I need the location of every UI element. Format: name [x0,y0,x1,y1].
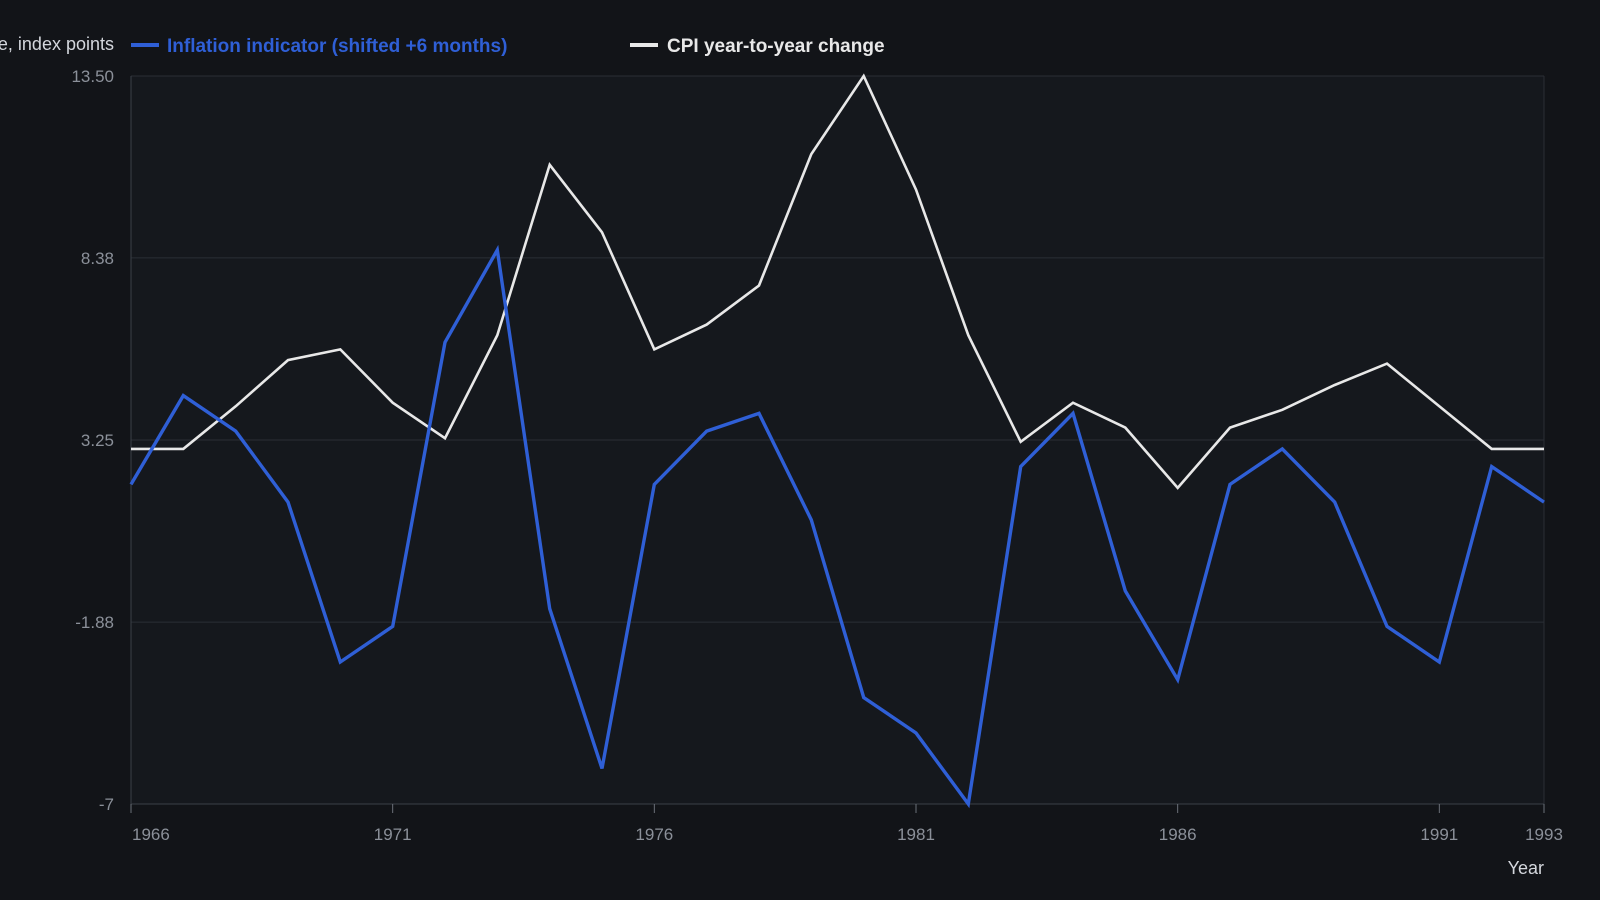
x-tick-label: 1971 [374,825,412,844]
axes: 13.50 8.38 3.25 -1.88 -7 1966 1971 1976 1981 1986… [0,34,1563,878]
legend-label-cpi[interactable]: CPI year-to-year change [667,36,885,57]
grid [131,75,1545,805]
x-axis-title: Year [1508,858,1544,878]
y-tick-label: -1.88 [75,613,114,632]
y-tick-label: -7 [99,795,114,814]
x-tick-label: 1986 [1159,825,1197,844]
x-tick-label: 1976 [635,825,673,844]
x-tick-label: 1991 [1420,825,1458,844]
legend[interactable]: Inflation indicator (shifted +6 months) C… [131,36,885,57]
y-axis-title: CPI change, index points [0,34,114,54]
x-tick-label: 1981 [897,825,935,844]
y-tick-label: 8.38 [81,249,114,268]
x-tick-label: 1993 [1525,825,1563,844]
series [129,73,1545,809]
y-tick-label: 13.50 [71,67,114,86]
series-line-inflation-indicator [129,244,1545,809]
x-tick-label: 1966 [132,825,170,844]
series-line-cpi [131,73,1544,490]
y-tick-label: 3.25 [81,431,114,450]
legend-label-inflation-indicator[interactable]: Inflation indicator (shifted +6 months) [167,36,507,57]
